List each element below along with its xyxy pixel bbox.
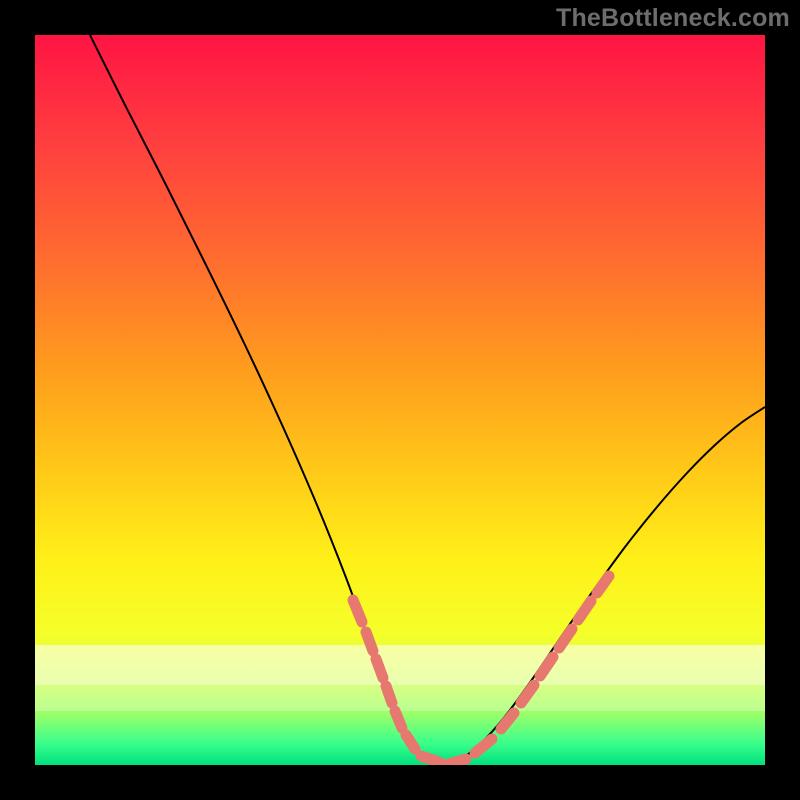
plot-area-group bbox=[35, 35, 765, 765]
bottom-glow-bands bbox=[35, 645, 765, 711]
chart-stage: TheBottleneck.com bbox=[0, 0, 800, 800]
dash-segment bbox=[448, 759, 466, 764]
dash-segment bbox=[406, 735, 415, 749]
glow-band bbox=[35, 685, 765, 711]
dash-segment bbox=[395, 711, 402, 728]
dash-segment bbox=[386, 686, 392, 703]
glow-band bbox=[35, 645, 765, 685]
plot-svg bbox=[0, 0, 800, 800]
dash-segment bbox=[366, 632, 373, 651]
watermark-label: TheBottleneck.com bbox=[556, 4, 790, 33]
dash-segment bbox=[376, 659, 383, 678]
dash-segment bbox=[421, 756, 439, 762]
